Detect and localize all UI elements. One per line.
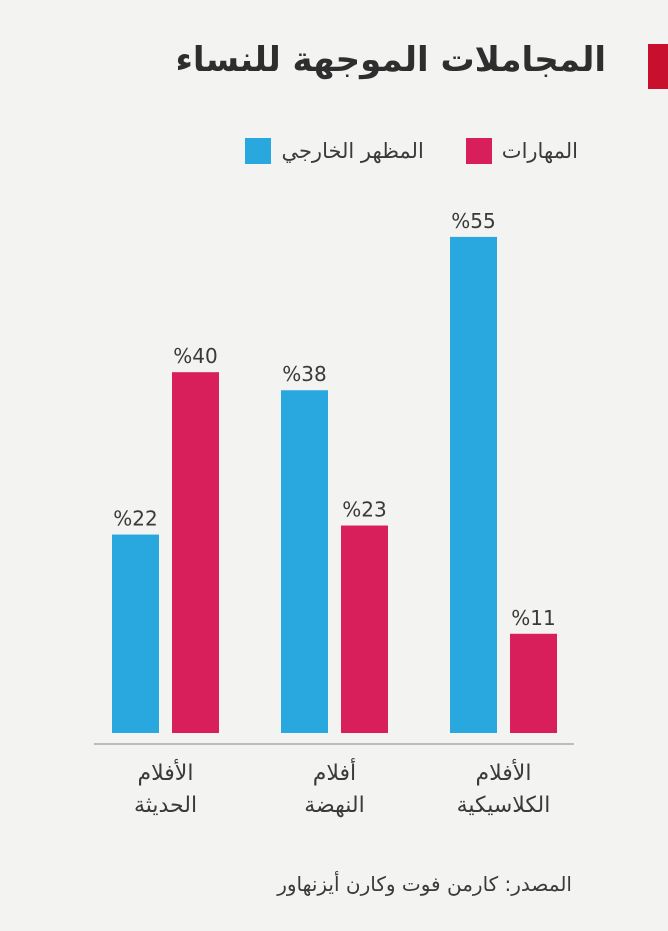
category-label-0-line0: الأفلام xyxy=(138,759,194,786)
data-label-s0-c1: %38 xyxy=(282,362,326,386)
data-label-s1-c2: %11 xyxy=(511,606,555,630)
accent-bar xyxy=(648,44,668,89)
bar-s1-c1 xyxy=(341,525,388,733)
data-label-s0-c2: %55 xyxy=(451,209,495,233)
category-label-2-line0: الأفلام xyxy=(476,759,532,786)
category-label-1-line0: أفلام xyxy=(313,758,356,786)
legend-label-skills: المهارات xyxy=(501,139,578,163)
legend-item-appearance: المظهر الخارجي xyxy=(245,138,424,164)
legend: المظهر الخارجي المهارات xyxy=(245,136,578,166)
bar-s0-c0 xyxy=(112,534,159,733)
category-label-1-line1: النهضة xyxy=(304,793,364,818)
legend-label-appearance: المظهر الخارجي xyxy=(281,139,424,163)
data-label-s0-c0: %22 xyxy=(113,507,157,531)
category-label-0-line1: الحديثة xyxy=(134,793,197,818)
legend-swatch-skills xyxy=(465,138,492,164)
bar-s1-c2 xyxy=(510,633,557,733)
bar-s0-c1 xyxy=(281,390,328,733)
category-label-2-line1: الكلاسيكية xyxy=(457,793,551,818)
legend-swatch-appearance xyxy=(245,138,272,164)
legend-item-skills: المهارات xyxy=(465,138,578,164)
data-label-s1-c0: %40 xyxy=(173,344,217,368)
bar-chart: %22 %38 %55 %40 %23 %11 الأفلام الحديثة أفلام الن… xyxy=(94,209,574,818)
bar-s0-c2 xyxy=(450,236,497,733)
data-label-s1-c1: %23 xyxy=(342,498,386,522)
bar-s1-c0 xyxy=(172,372,219,733)
source-note: المصدر: كارمن فوت وكارن أيزنهاور xyxy=(277,872,572,896)
chart-title: المجاملات الموجهة للنساء xyxy=(175,40,606,80)
